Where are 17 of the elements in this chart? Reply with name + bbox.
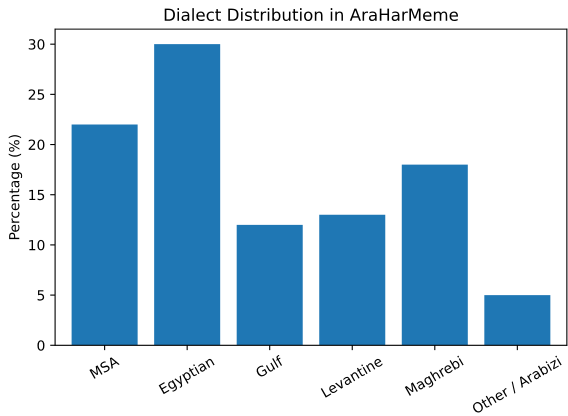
bar: [402, 164, 468, 346]
bar: [319, 214, 386, 346]
y-tick-label: 25: [28, 89, 44, 100]
bar: [72, 124, 138, 346]
x-tick-label: Gulf: [254, 354, 284, 378]
y-tick-label: 15: [29, 190, 44, 200]
bar: [236, 224, 303, 346]
bar: [484, 295, 550, 346]
y-axis-title: Percentage (%): [8, 135, 22, 240]
y-tick-label: 10: [29, 240, 44, 250]
y-tick-label: 5: [38, 290, 44, 301]
y-tick-label: 20: [28, 140, 44, 150]
chart-title: Dialect Distribution in AraHarMeme: [164, 8, 458, 22]
y-tick-label: 30: [28, 39, 44, 50]
x-tick-label: MSA: [89, 355, 120, 379]
bar: [154, 44, 220, 346]
y-tick-label: 0: [37, 340, 44, 351]
